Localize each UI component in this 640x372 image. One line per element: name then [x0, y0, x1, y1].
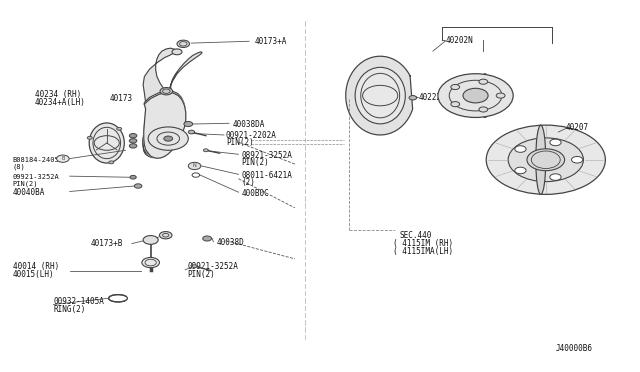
Text: PIN(2): PIN(2): [187, 270, 215, 279]
Text: 09921-3252A: 09921-3252A: [13, 174, 60, 180]
Text: 40015(LH): 40015(LH): [13, 270, 54, 279]
Circle shape: [188, 130, 195, 134]
Text: 09921-3252A: 09921-3252A: [187, 262, 238, 272]
Circle shape: [130, 176, 136, 179]
Text: 40222: 40222: [419, 93, 442, 102]
Circle shape: [463, 88, 488, 103]
Text: SEC.440: SEC.440: [399, 231, 432, 240]
Text: 40207: 40207: [566, 123, 589, 132]
Circle shape: [486, 125, 605, 195]
Circle shape: [184, 122, 193, 126]
Ellipse shape: [536, 125, 546, 195]
Ellipse shape: [479, 74, 491, 118]
Text: B08184-2405M: B08184-2405M: [13, 157, 63, 163]
Circle shape: [409, 96, 417, 100]
Circle shape: [56, 155, 69, 162]
Ellipse shape: [89, 123, 124, 163]
Polygon shape: [143, 48, 202, 108]
Circle shape: [479, 79, 488, 84]
Circle shape: [496, 93, 505, 98]
Text: 08921-3252A: 08921-3252A: [242, 151, 292, 160]
Text: PIN(2): PIN(2): [242, 158, 269, 167]
Circle shape: [515, 167, 526, 174]
Text: 40173+B: 40173+B: [91, 239, 124, 248]
Circle shape: [134, 184, 142, 188]
Text: 40173: 40173: [110, 94, 133, 103]
Circle shape: [172, 49, 182, 55]
Circle shape: [143, 235, 158, 244]
Circle shape: [129, 144, 137, 148]
Circle shape: [109, 161, 114, 164]
Circle shape: [159, 231, 172, 239]
Text: 40202N: 40202N: [445, 36, 473, 45]
Circle shape: [508, 138, 584, 182]
Text: N: N: [193, 163, 196, 169]
Text: 400B0C: 400B0C: [242, 189, 269, 198]
Polygon shape: [144, 92, 186, 158]
Text: 40038DA: 40038DA: [232, 119, 264, 128]
Text: B: B: [61, 156, 65, 161]
Circle shape: [550, 174, 561, 180]
Text: ( 4115IMA(LH): ( 4115IMA(LH): [394, 247, 454, 256]
Polygon shape: [346, 56, 413, 135]
Circle shape: [160, 87, 173, 95]
Text: (2): (2): [242, 178, 255, 187]
Circle shape: [204, 149, 209, 152]
Text: 08011-6421A: 08011-6421A: [242, 171, 292, 180]
Ellipse shape: [355, 67, 405, 124]
Circle shape: [129, 134, 137, 138]
Text: RING(2): RING(2): [54, 305, 86, 314]
Circle shape: [148, 127, 188, 150]
Text: 40234 (RH): 40234 (RH): [35, 90, 81, 99]
Circle shape: [116, 127, 122, 130]
Circle shape: [164, 136, 173, 141]
Circle shape: [188, 162, 201, 170]
Circle shape: [572, 157, 583, 163]
Circle shape: [527, 149, 564, 171]
Text: 40038D: 40038D: [216, 238, 244, 247]
Text: J40000B6: J40000B6: [556, 344, 592, 353]
Text: (8): (8): [13, 164, 26, 170]
Text: 00932-1405A: 00932-1405A: [54, 298, 104, 307]
Circle shape: [515, 146, 526, 152]
Text: 40040BA: 40040BA: [13, 188, 45, 197]
Circle shape: [451, 102, 460, 107]
Circle shape: [438, 74, 513, 118]
Text: PIN(2): PIN(2): [13, 180, 38, 187]
Circle shape: [479, 107, 488, 112]
Text: 00921-2202A: 00921-2202A: [226, 131, 276, 140]
Text: 40173+A: 40173+A: [254, 38, 287, 46]
Circle shape: [550, 139, 561, 146]
Circle shape: [192, 265, 197, 268]
Circle shape: [177, 40, 189, 48]
Circle shape: [87, 136, 92, 139]
Text: 40014 (RH): 40014 (RH): [13, 262, 59, 272]
Text: 40234+A(LH): 40234+A(LH): [35, 98, 86, 108]
Circle shape: [451, 84, 460, 90]
Text: PIN(2): PIN(2): [226, 138, 253, 147]
Polygon shape: [143, 91, 185, 158]
Circle shape: [129, 139, 137, 143]
Circle shape: [142, 257, 159, 268]
Circle shape: [203, 236, 211, 241]
Text: ( 4115IM (RH): ( 4115IM (RH): [394, 239, 454, 248]
